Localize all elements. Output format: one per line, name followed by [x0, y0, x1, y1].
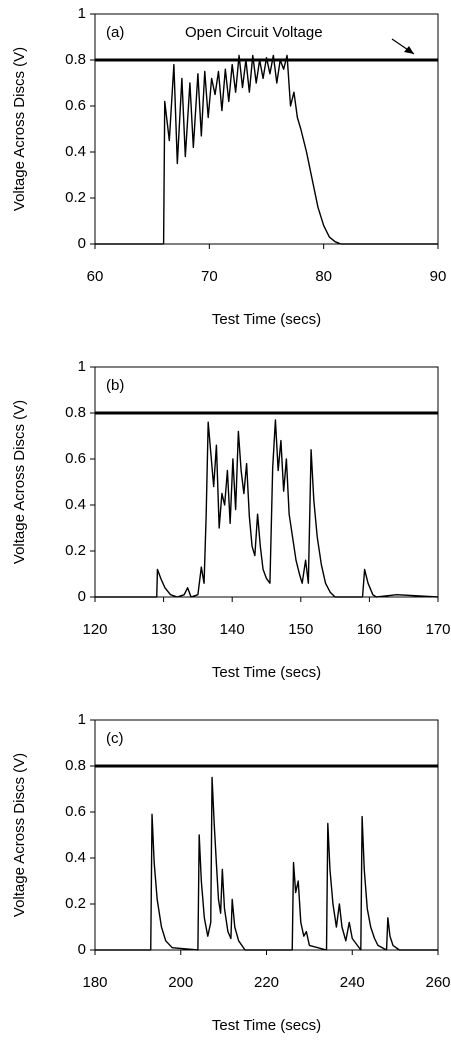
y-tick-label: 0.2 [65, 189, 86, 206]
x-tick-label: 140 [220, 621, 245, 638]
y-tick-label: 0 [78, 941, 86, 958]
data-line [95, 419, 439, 598]
x-tick-label: 170 [425, 621, 450, 638]
x-tick-label: 90 [430, 268, 447, 285]
plot-frame [94, 13, 439, 245]
y-tick-label: 0.8 [65, 404, 86, 421]
y-tick-label: 0.2 [65, 542, 86, 559]
data-line [95, 54, 438, 245]
x-tick-label: 180 [82, 974, 107, 991]
y-tick-label: 1 [78, 358, 86, 375]
data-line [95, 776, 438, 951]
y-tick-label: 0.8 [65, 51, 86, 68]
y-tick-label: 0.6 [65, 450, 86, 467]
y-tick-label: 0.6 [65, 97, 86, 114]
x-tick-label: 120 [82, 621, 107, 638]
y-tick-label: 0.6 [65, 803, 86, 820]
x-tick-label: 240 [340, 974, 365, 991]
x-axis-title: Test Time (secs) [212, 1017, 321, 1034]
y-tick-label: 0.4 [65, 496, 86, 513]
arrow-head [404, 46, 414, 54]
x-tick-label: 60 [87, 268, 104, 285]
x-tick-label: 70 [201, 268, 218, 285]
y-axis-title: Voltage Across Discs (V) [11, 400, 28, 564]
y-tick-label: 0 [78, 235, 86, 252]
y-tick-label: 0.2 [65, 895, 86, 912]
x-axis-title: Test Time (secs) [212, 664, 321, 681]
x-axis-title: Test Time (secs) [212, 311, 321, 328]
x-tick-label: 160 [357, 621, 382, 638]
x-tick-label: 260 [425, 974, 450, 991]
plot-frame [94, 366, 439, 598]
x-tick-label: 130 [151, 621, 176, 638]
y-tick-label: 1 [78, 711, 86, 728]
y-tick-label: 1 [78, 5, 86, 22]
y-tick-label: 0.8 [65, 757, 86, 774]
y-axis-title: Voltage Across Discs (V) [11, 753, 28, 917]
panel-label: (b) [106, 377, 124, 394]
x-tick-label: 150 [288, 621, 313, 638]
x-tick-label: 200 [168, 974, 193, 991]
plot-frame [94, 719, 439, 951]
panel-label: (a) [106, 24, 124, 41]
panel-label: (c) [106, 730, 124, 747]
y-axis-title: Voltage Across Discs (V) [11, 47, 28, 211]
y-tick-label: 0.4 [65, 143, 86, 160]
y-tick-label: 0.4 [65, 849, 86, 866]
x-tick-label: 80 [315, 268, 332, 285]
x-tick-label: 220 [254, 974, 279, 991]
annotation: Open Circuit Voltage [185, 24, 323, 41]
y-tick-label: 0 [78, 588, 86, 605]
